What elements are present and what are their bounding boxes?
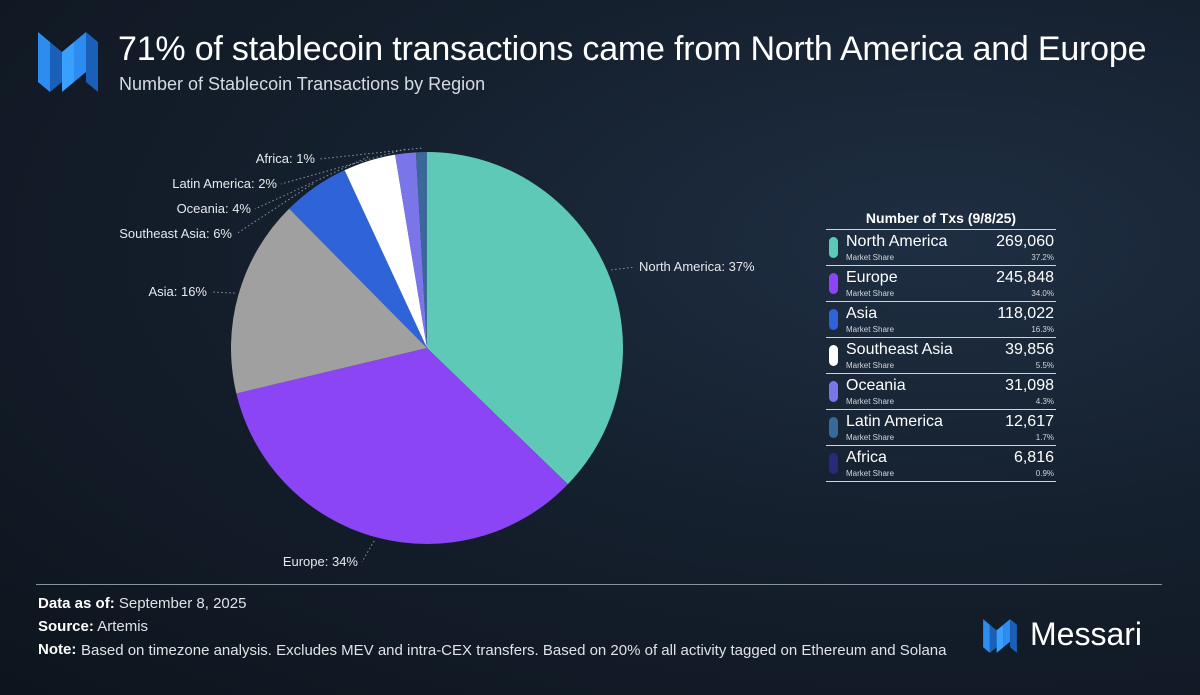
pie-slice [427, 152, 623, 485]
legend-swatch [829, 453, 838, 474]
legend-market-share-label: Market Share [846, 469, 895, 478]
data-as-of-value: September 8, 2025 [118, 595, 247, 612]
messari-logo-icon [38, 32, 98, 92]
legend-tx-count: 118,022 [997, 305, 1054, 322]
slice-label: Southeast Asia: 6% [119, 226, 232, 241]
legend-row: North America Market Share 269,060 37.2% [826, 230, 1056, 266]
slice-label: Oceania: 4% [177, 201, 252, 216]
legend-swatch [829, 381, 838, 402]
chart-subtitle: Number of Stablecoin Transactions by Reg… [119, 74, 486, 94]
slice-label: Asia: 16% [148, 284, 207, 299]
note-text: Based on timezone analysis. Excludes MEV… [81, 642, 947, 659]
legend-region-name: Asia [846, 305, 878, 322]
legend-region-name: North America [846, 233, 948, 250]
legend-market-share-label: Market Share [846, 397, 895, 406]
brand-name: Messari [1030, 616, 1143, 652]
legend-table: Number of Txs (9/8/25) North America Mark… [826, 210, 1056, 482]
pie-slice [395, 152, 427, 348]
legend-swatch [829, 417, 838, 438]
source: Source: Artemis [38, 618, 148, 635]
legend-market-share-label: Market Share [846, 253, 895, 262]
legend-tx-count: 6,816 [1013, 449, 1054, 466]
legend-market-share-label: Market Share [846, 325, 895, 334]
legend-row: Latin America Market Share 12,617 1.7% [826, 410, 1056, 446]
legend-region-name: Oceania [846, 377, 906, 394]
legend-region-name: Southeast Asia [846, 341, 953, 358]
source-value: Artemis [97, 618, 149, 635]
legend-market-share-pct: 5.5% [1035, 361, 1054, 370]
legend-tx-count: 39,856 [1005, 341, 1054, 358]
legend-swatch [829, 309, 838, 330]
legend-region-name: Africa [846, 449, 887, 466]
messari-brand: Messari [980, 616, 1170, 656]
data-as-of: Data as of: September 8, 2025 [38, 595, 246, 612]
slice-label: Latin America: 2% [172, 176, 277, 191]
legend-tx-count: 269,060 [996, 233, 1054, 250]
legend-swatch [829, 273, 838, 294]
legend-market-share-label: Market Share [846, 289, 895, 298]
legend-row: Southeast Asia Market Share 39,856 5.5% [826, 338, 1056, 374]
legend-market-share-pct: 37.2% [1031, 253, 1054, 262]
slice-label: Africa: 1% [256, 151, 316, 166]
pie-slice [236, 348, 568, 544]
legend-row: Africa Market Share 6,816 0.9% [826, 446, 1056, 482]
legend-region-name: Latin America [846, 413, 943, 430]
pie-slice [289, 170, 427, 348]
messari-logo-icon [983, 619, 1017, 653]
legend-tx-count: 31,098 [1005, 377, 1054, 394]
legend-tx-count: 12,617 [1005, 413, 1054, 430]
pie-slice [344, 154, 427, 348]
pie-slice [231, 208, 427, 394]
leader-line [210, 291, 235, 294]
legend-row: Asia Market Share 118,022 16.3% [826, 302, 1056, 338]
leader-line [254, 156, 369, 210]
note-label: Note: [38, 641, 77, 658]
legend-region-name: Europe [846, 269, 898, 286]
pie-slice [415, 152, 427, 348]
legend-swatch [829, 345, 838, 366]
legend-market-share-label: Market Share [846, 361, 895, 370]
legend-market-share-label: Market Share [846, 433, 895, 442]
legend-row: Europe Market Share 245,848 34.0% [826, 266, 1056, 302]
legend-market-share-pct: 34.0% [1031, 289, 1054, 298]
leader-line [280, 148, 406, 185]
legend-tx-count: 245,848 [996, 269, 1054, 286]
leader-line [361, 540, 375, 563]
legend-rows: North America Market Share 269,060 37.2% Eur… [826, 230, 1056, 482]
legend-market-share-pct: 16.3% [1031, 325, 1054, 334]
legend-market-share-pct: 4.3% [1035, 397, 1054, 406]
slice-label: North America: 37% [639, 259, 755, 274]
leader-line [235, 183, 314, 235]
footer-divider [36, 584, 1162, 585]
slice-label: Europe: 34% [283, 554, 359, 569]
chart-title: 71% of stablecoin transactions came from… [118, 30, 1147, 68]
legend-header: Number of Txs (9/8/25) [826, 210, 1056, 230]
legend-row: Oceania Market Share 31,098 4.3% [826, 374, 1056, 410]
data-as-of-label: Data as of: [38, 595, 115, 612]
source-label: Source: [38, 618, 94, 635]
legend-market-share-pct: 0.9% [1035, 469, 1054, 478]
legend-market-share-pct: 1.7% [1035, 433, 1054, 442]
legend-swatch [829, 237, 838, 258]
leader-line [611, 266, 636, 271]
leader-line [318, 147, 422, 160]
